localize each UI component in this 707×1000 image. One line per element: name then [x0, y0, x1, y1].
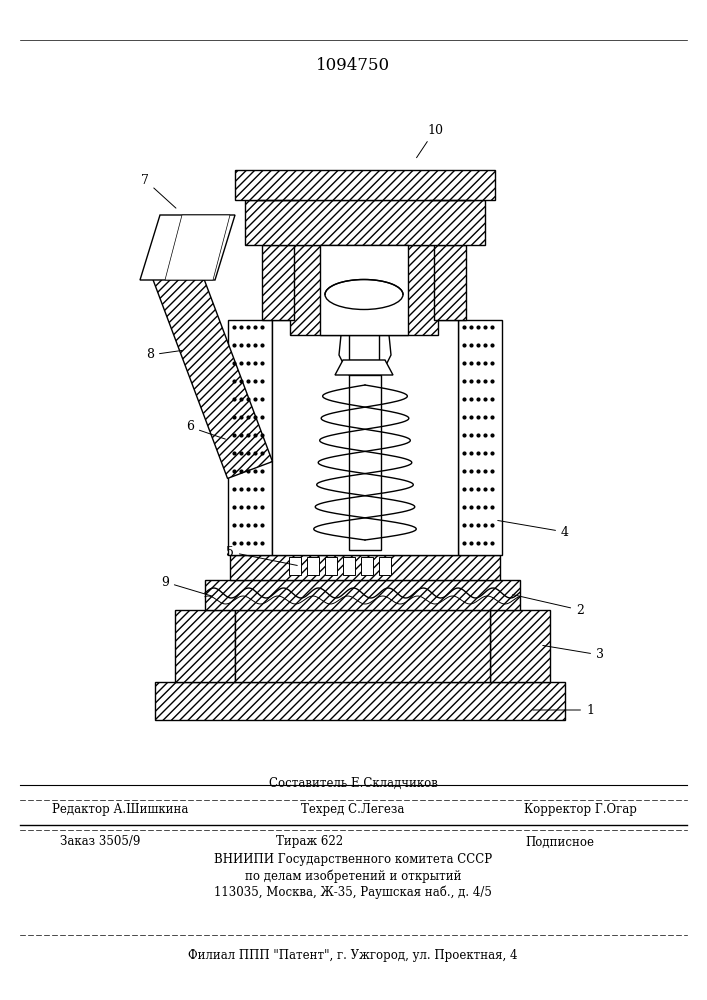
Bar [307, 557, 319, 575]
Bar [458, 320, 502, 555]
Text: 2: 2 [513, 595, 584, 616]
Polygon shape [339, 335, 391, 375]
Polygon shape [140, 215, 235, 280]
Bar [230, 555, 500, 580]
Text: Заказ 3505/9: Заказ 3505/9 [60, 836, 140, 848]
Bar [349, 375, 381, 550]
Text: 10: 10 [416, 123, 443, 158]
Text: Тираж 622: Тираж 622 [276, 836, 344, 848]
Bar [175, 610, 235, 682]
Text: 7: 7 [141, 174, 176, 208]
Bar [343, 557, 355, 575]
Text: 1094750: 1094750 [316, 56, 390, 74]
Bar [272, 320, 458, 555]
Bar [205, 580, 520, 610]
Polygon shape [335, 360, 393, 375]
Bar [379, 557, 391, 575]
Bar [262, 245, 294, 320]
Text: Подписное: Подписное [525, 836, 595, 848]
Bar [434, 245, 466, 320]
Text: по делам изобретений и открытий: по делам изобретений и открытий [245, 869, 461, 883]
Text: Составитель Е.Складчиков: Составитель Е.Складчиков [269, 777, 438, 790]
Text: Редактор А.Шишкина: Редактор А.Шишкина [52, 804, 188, 816]
Text: 1: 1 [533, 704, 594, 716]
Text: ВНИИПИ Государственного комитета СССР: ВНИИПИ Государственного комитета СССР [214, 854, 492, 866]
Bar [228, 320, 272, 555]
Bar [349, 335, 379, 360]
Text: Техред С.Легеза: Техред С.Легеза [301, 804, 404, 816]
Bar [490, 610, 550, 682]
Bar [235, 610, 490, 682]
Text: 113035, Москва, Ж-35, Раушская наб., д. 4/5: 113035, Москва, Ж-35, Раушская наб., д. … [214, 885, 492, 899]
Bar [320, 245, 408, 335]
Text: 8: 8 [146, 349, 182, 361]
Bar [235, 170, 495, 200]
Bar [361, 557, 373, 575]
Polygon shape [153, 262, 272, 478]
Text: 4: 4 [498, 520, 569, 538]
Text: 9: 9 [161, 576, 212, 596]
Bar [325, 557, 337, 575]
Bar [155, 682, 565, 720]
Text: 3: 3 [543, 645, 604, 662]
Polygon shape [165, 215, 230, 280]
Text: Филиал ППП "Патент", г. Ужгород, ул. Проектная, 4: Филиал ППП "Патент", г. Ужгород, ул. Про… [188, 948, 518, 962]
Bar [289, 557, 301, 575]
Text: Корректор Г.Огар: Корректор Г.Огар [524, 804, 636, 816]
Bar [290, 245, 438, 335]
Bar [245, 200, 485, 245]
Text: 6: 6 [186, 420, 226, 439]
Ellipse shape [325, 279, 403, 310]
Text: 5: 5 [226, 546, 297, 565]
